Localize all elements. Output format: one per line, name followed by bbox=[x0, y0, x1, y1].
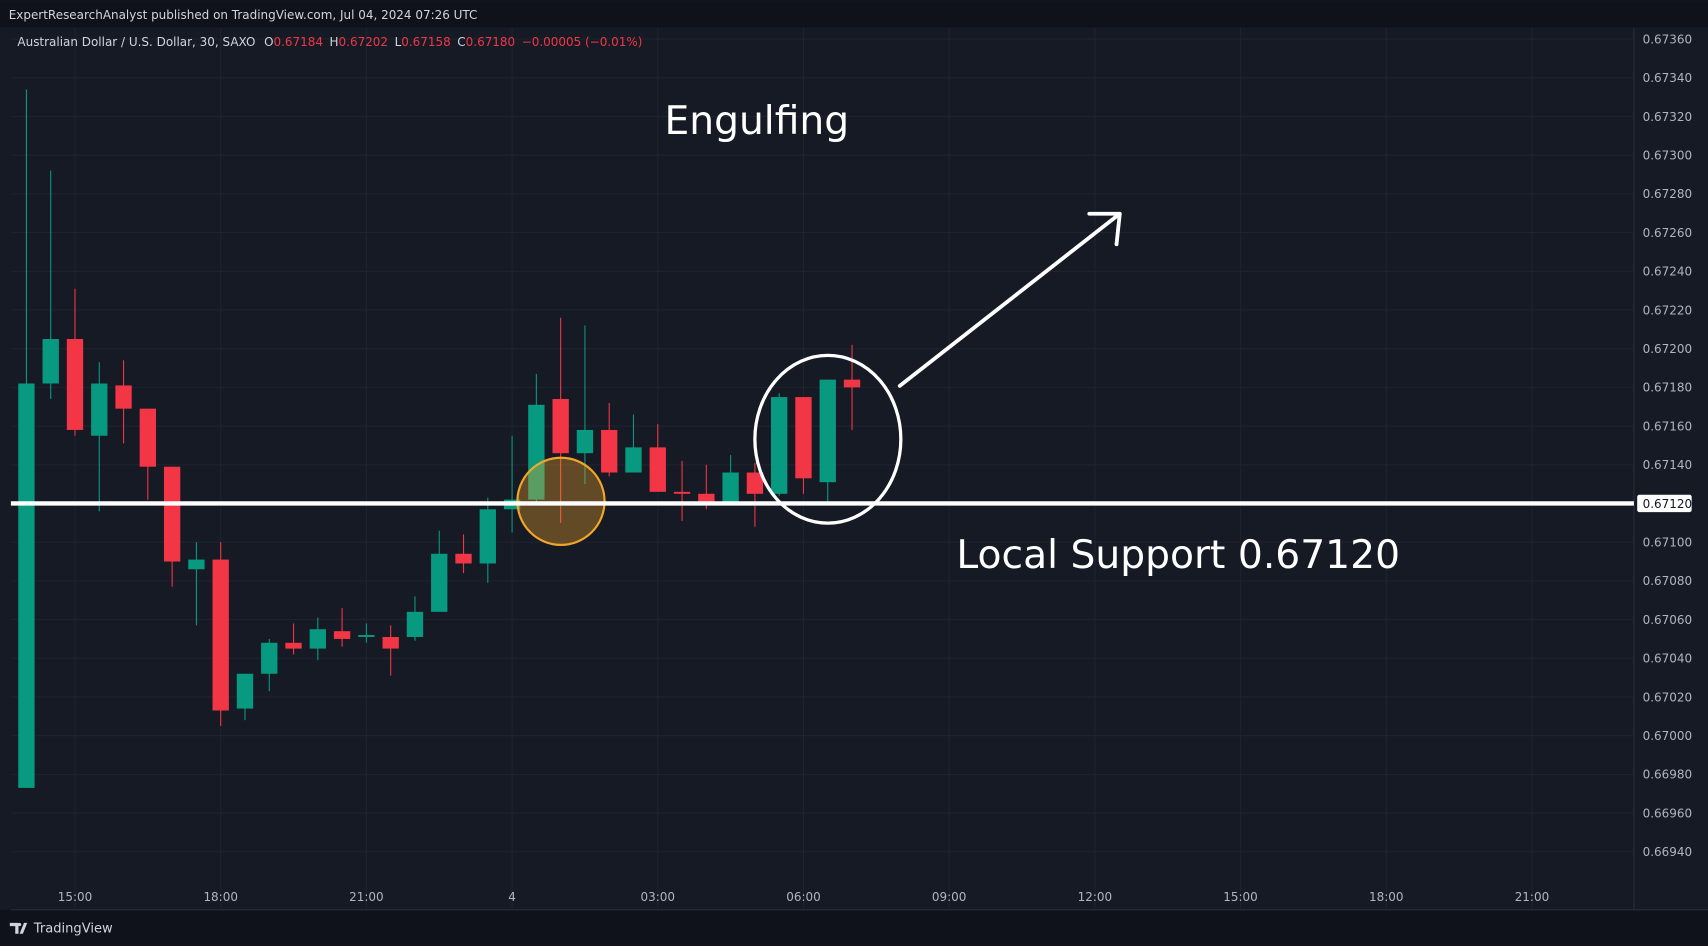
y-tick-label: 0.67300 bbox=[1643, 149, 1693, 163]
candle-body bbox=[552, 398, 569, 454]
candle-body bbox=[333, 631, 351, 639]
y-tick-label: 0.67200 bbox=[1643, 342, 1693, 356]
ohlc-value: 0.67184 bbox=[274, 35, 324, 49]
y-tick-label: 0.66980 bbox=[1643, 768, 1693, 782]
grid bbox=[10, 27, 1634, 910]
y-tick-label: 0.67180 bbox=[1643, 381, 1693, 395]
ohlc-key: L bbox=[395, 35, 402, 49]
candle-body bbox=[309, 629, 326, 649]
engulfing-circle bbox=[753, 353, 903, 525]
x-tick-label: 18:00 bbox=[1369, 890, 1403, 904]
arrow bbox=[897, 211, 1122, 388]
candle-body bbox=[649, 447, 666, 492]
footer-logo: TradingView bbox=[9, 922, 113, 937]
x-tick-label: 4 bbox=[508, 890, 516, 904]
y-tick-label: 0.67340 bbox=[1643, 71, 1693, 85]
candle-body bbox=[358, 635, 375, 637]
y-tick-label: 0.67320 bbox=[1643, 110, 1693, 124]
candle-body bbox=[673, 491, 691, 494]
x-tick-label: 03:00 bbox=[641, 890, 676, 904]
candle-body bbox=[722, 472, 739, 506]
candle-body bbox=[431, 553, 448, 612]
candle-body bbox=[236, 673, 254, 709]
y-tick-label: 0.67000 bbox=[1643, 729, 1693, 743]
ohlc-value: 0.67158 bbox=[401, 35, 451, 49]
candle-body bbox=[42, 339, 59, 384]
y-tick-label: 0.67060 bbox=[1643, 613, 1693, 627]
candle-body bbox=[66, 339, 84, 430]
symbol-legend: Australian Dollar / U.S. Dollar, 30, SAX… bbox=[17, 35, 642, 49]
candle-body bbox=[746, 472, 764, 494]
ohlc-key: O bbox=[264, 35, 273, 49]
candle-body bbox=[479, 509, 496, 564]
x-tick-label: 21:00 bbox=[349, 890, 384, 904]
candle-body bbox=[698, 493, 715, 506]
pattern-annotation: Engulfing bbox=[664, 99, 849, 144]
ohlc-key: H bbox=[330, 35, 339, 49]
x-tick-label: 09:00 bbox=[932, 890, 967, 904]
candle-body bbox=[139, 408, 157, 467]
candle-body bbox=[212, 559, 229, 711]
candle-body bbox=[382, 636, 399, 649]
x-tick-label: 06:00 bbox=[786, 890, 821, 904]
candle-body bbox=[188, 559, 205, 570]
footer-text: TradingView bbox=[33, 922, 113, 937]
x-tick-label: 12:00 bbox=[1078, 890, 1112, 904]
support-price-label: 0.67120 bbox=[1643, 497, 1693, 511]
logo-icon bbox=[9, 922, 28, 934]
candle-body bbox=[285, 642, 302, 649]
y-tick-label: 0.67240 bbox=[1643, 265, 1693, 279]
y-tick-label: 0.67040 bbox=[1643, 652, 1693, 666]
candle-body bbox=[528, 404, 545, 500]
y-tick-label: 0.66960 bbox=[1643, 806, 1693, 820]
candle-body bbox=[115, 385, 132, 409]
y-tick-label: 0.67100 bbox=[1643, 536, 1693, 550]
y-tick-label: 0.67080 bbox=[1643, 574, 1693, 588]
attribution: ExpertResearchAnalyst published on Tradi… bbox=[9, 8, 478, 22]
y-tick-label: 0.67140 bbox=[1643, 458, 1693, 472]
x-tick-label: 18:00 bbox=[203, 890, 238, 904]
ohlc-value: 0.67180 bbox=[466, 35, 516, 49]
candle-body bbox=[18, 383, 35, 788]
ohlc-value: 0.67202 bbox=[339, 35, 389, 49]
candle-body bbox=[843, 379, 861, 388]
candle-body bbox=[163, 466, 181, 562]
y-tick-label: 0.67220 bbox=[1643, 303, 1693, 317]
footer-bar bbox=[0, 909, 1708, 946]
y-tick-label: 0.67360 bbox=[1643, 32, 1693, 46]
ohlc-key: C bbox=[457, 35, 465, 49]
candle-body bbox=[91, 383, 108, 436]
candle-body bbox=[819, 379, 836, 483]
candle-body bbox=[261, 642, 278, 674]
candle-body bbox=[771, 397, 788, 494]
change: −0.00005 (−0.01%) bbox=[522, 35, 643, 49]
candle-body bbox=[601, 429, 618, 473]
candle-body bbox=[455, 553, 472, 564]
candle-body bbox=[625, 447, 642, 473]
top-bar bbox=[0, 0, 1708, 28]
y-tick-label: 0.67260 bbox=[1643, 226, 1693, 240]
x-tick-label: 21:00 bbox=[1515, 890, 1550, 904]
y-tick-label: 0.66940 bbox=[1643, 845, 1693, 859]
symbol: Australian Dollar / U.S. Dollar, 30, SAX… bbox=[17, 35, 255, 49]
support-price-box bbox=[1637, 494, 1692, 513]
x-tick-label: 15:00 bbox=[58, 890, 93, 904]
x-tick-label: 15:00 bbox=[1223, 890, 1258, 904]
candle-body bbox=[576, 429, 594, 454]
y-tick-label: 0.67280 bbox=[1643, 187, 1693, 201]
y-tick-label: 0.67160 bbox=[1643, 419, 1693, 433]
y-tick-label: 0.67020 bbox=[1643, 690, 1693, 704]
candle-body bbox=[795, 397, 812, 479]
candle-body bbox=[406, 611, 424, 637]
support-annotation: Local Support 0.67120 bbox=[956, 533, 1400, 578]
